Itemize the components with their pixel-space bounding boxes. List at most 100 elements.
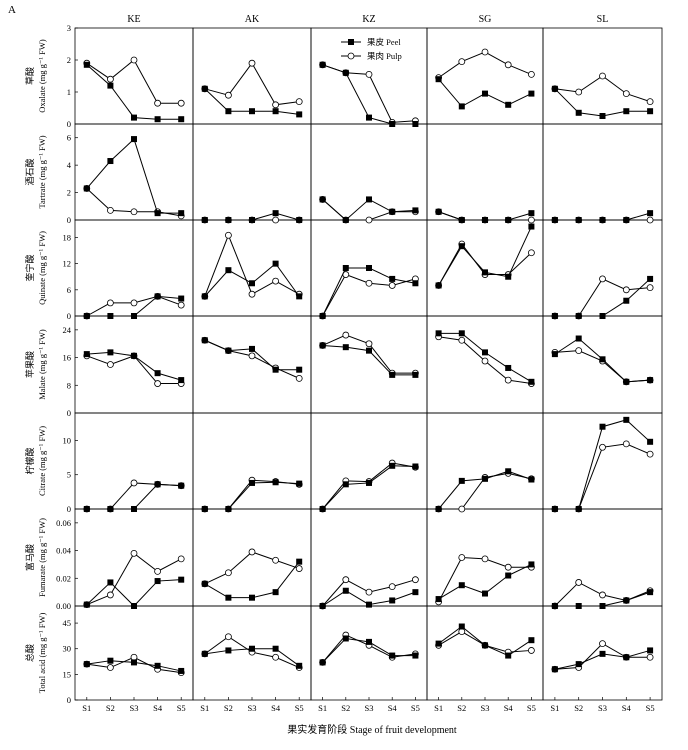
data-point-peel	[575, 661, 582, 668]
panel-sg-2	[426, 219, 544, 317]
data-point-peel	[107, 505, 114, 512]
y-tick-label: 0	[67, 119, 71, 129]
data-point-peel	[83, 661, 90, 668]
data-point-pulp	[130, 653, 138, 661]
data-point-peel	[599, 603, 606, 610]
row-label-en: Oxalate (mg g⁻¹ FW)	[37, 39, 47, 113]
data-point-pulp	[646, 653, 654, 661]
y-tick-label: 18	[63, 232, 72, 242]
row-label-en: Quinate (mg g⁻¹ FW)	[37, 231, 47, 305]
data-point-pulp	[295, 374, 303, 382]
data-point-pulp	[528, 216, 535, 224]
data-point-peel	[248, 479, 255, 486]
data-point-pulp	[365, 216, 373, 224]
data-point-peel	[412, 280, 419, 287]
x-tick-label: S1	[550, 703, 559, 713]
data-point-peel	[178, 482, 185, 489]
data-point-pulp	[248, 290, 256, 298]
data-point-peel	[342, 635, 349, 642]
data-point-pulp	[272, 277, 280, 285]
row-label-en: Malate (mg g⁻¹ FW)	[37, 329, 47, 400]
data-point-peel	[412, 652, 419, 659]
data-point-peel	[505, 468, 512, 475]
data-point-pulp	[130, 299, 138, 307]
data-point-peel	[505, 216, 512, 223]
series-line-peel	[204, 481, 300, 510]
data-point-peel	[365, 638, 372, 645]
data-point-peel	[296, 558, 303, 565]
row-label-en: Fumarate (mg g⁻¹ FW)	[37, 518, 47, 597]
data-point-peel	[575, 109, 582, 116]
data-point-pulp	[458, 336, 466, 344]
data-point-peel	[551, 666, 558, 673]
data-point-peel	[130, 114, 137, 121]
data-point-pulp	[295, 565, 303, 572]
x-tick-label: S2	[457, 703, 466, 713]
data-point-peel	[528, 637, 535, 644]
data-point-peel	[272, 108, 279, 115]
data-point-peel	[248, 280, 255, 287]
data-point-peel	[435, 76, 442, 83]
y-axis-ticks: 0123024606121808162405100.000.020.040.06…	[56, 23, 78, 705]
data-point-peel	[107, 312, 114, 319]
data-point-peel	[599, 356, 606, 363]
data-point-peel	[178, 295, 185, 302]
data-point-peel	[201, 337, 208, 344]
data-point-peel	[130, 505, 137, 512]
data-point-peel	[481, 642, 488, 649]
panel-ak-4	[192, 412, 312, 510]
y-tick-label: 5	[67, 470, 71, 480]
data-point-peel	[575, 505, 582, 512]
data-point-peel	[365, 114, 372, 121]
data-point-peel	[178, 377, 185, 384]
data-point-pulp	[154, 99, 162, 107]
x-tick-label: S2	[341, 703, 350, 713]
data-point-peel	[481, 349, 488, 356]
panel-ke-3	[74, 315, 194, 414]
x-tick-label: S4	[388, 703, 398, 713]
data-point-peel	[623, 108, 630, 115]
data-point-peel	[248, 594, 255, 601]
panel-ke-5	[74, 508, 194, 607]
data-point-peel	[130, 136, 137, 143]
x-tick-label: S4	[622, 703, 632, 713]
x-tick-label: S4	[271, 703, 281, 713]
data-point-peel	[272, 645, 279, 652]
data-point-pulp	[646, 98, 654, 105]
y-tick-label: 1	[67, 87, 71, 97]
y-tick-label: 6	[67, 133, 71, 143]
data-point-peel	[225, 505, 232, 512]
x-tick-label: S4	[504, 703, 514, 713]
data-point-pulp	[528, 647, 535, 654]
data-point-peel	[319, 61, 326, 68]
row-label-cn: 苹果酸	[24, 351, 35, 378]
data-point-peel	[647, 589, 654, 596]
data-point-pulp	[107, 75, 114, 83]
data-point-pulp	[272, 556, 280, 564]
data-point-peel	[481, 216, 488, 223]
data-point-pulp	[107, 299, 114, 307]
data-point-pulp	[130, 56, 138, 64]
data-point-peel	[248, 216, 255, 223]
data-point-peel	[107, 657, 114, 664]
x-tick-label: S2	[224, 703, 233, 713]
data-point-peel	[623, 597, 630, 604]
data-point-peel	[272, 260, 279, 267]
series-line-peel	[554, 419, 651, 510]
data-point-peel	[435, 208, 442, 215]
data-point-peel	[225, 347, 232, 354]
data-point-peel	[154, 210, 161, 217]
panel-kz-6	[310, 605, 428, 701]
data-point-peel	[83, 505, 90, 512]
data-point-peel	[389, 208, 396, 215]
data-point-peel	[342, 69, 349, 76]
data-point-peel	[83, 351, 90, 358]
data-point-peel	[296, 480, 303, 487]
y-tick-label: 15	[63, 669, 72, 679]
data-point-peel	[83, 61, 90, 68]
series-line-peel	[204, 561, 300, 599]
data-point-peel	[458, 330, 465, 337]
data-point-peel	[389, 462, 396, 469]
data-point-peel	[623, 416, 630, 423]
data-point-peel	[389, 275, 396, 282]
